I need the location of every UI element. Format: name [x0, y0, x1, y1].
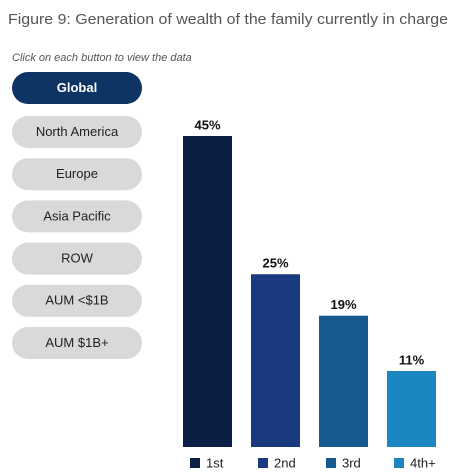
legend-label: 1st — [206, 455, 224, 470]
filter-button[interactable]: ROW — [12, 242, 142, 275]
bar — [387, 370, 436, 447]
button-label[interactable]: Global — [57, 80, 97, 95]
button-background[interactable] — [12, 200, 142, 233]
filter-button[interactable]: AUM <$1B — [12, 284, 142, 317]
value-label: 19% — [330, 297, 356, 312]
legend-label: 2nd — [274, 455, 296, 470]
value-label: 45% — [194, 117, 220, 132]
filter-button[interactable]: Europe — [12, 158, 142, 191]
legend-swatch — [258, 458, 268, 468]
legend-swatch — [190, 458, 200, 468]
button-label[interactable]: AUM $1B+ — [45, 335, 108, 350]
filter-button[interactable]: AUM $1B+ — [12, 327, 142, 359]
button-label[interactable]: Asia Pacific — [43, 208, 111, 223]
bar — [319, 315, 368, 447]
button-background[interactable] — [12, 158, 142, 191]
value-label: 11% — [399, 352, 425, 367]
chart: 45% 25% 19% 11% 1st 2nd 3rd 4th+ — [183, 117, 436, 470]
subtitle: Click on each button to view the data — [12, 52, 192, 64]
button-background[interactable] — [12, 116, 142, 148]
legend-label: 3rd — [342, 455, 361, 470]
filter-button[interactable]: North America — [12, 116, 142, 148]
filter-button[interactable]: Global — [12, 72, 142, 104]
legend-label: 4th+ — [410, 455, 436, 470]
legend-swatch — [394, 458, 404, 468]
button-label[interactable]: ROW — [61, 251, 94, 266]
bar — [251, 274, 300, 447]
button-list: Global North America Europe Asia Pacific ROW… — [12, 72, 142, 359]
button-label[interactable]: AUM <$1B — [45, 293, 108, 308]
figure-title: Figure 9: Generation of wealth of the fa… — [8, 11, 448, 28]
legend-swatch — [326, 458, 336, 468]
button-label[interactable]: North America — [36, 124, 119, 139]
button-background[interactable] — [12, 72, 142, 104]
value-label: 25% — [262, 256, 288, 271]
button-background[interactable] — [12, 284, 142, 317]
bar — [183, 136, 232, 447]
filter-button[interactable]: Asia Pacific — [12, 200, 142, 233]
button-background[interactable] — [12, 327, 142, 359]
button-background[interactable] — [12, 242, 142, 275]
button-label[interactable]: Europe — [56, 166, 98, 181]
